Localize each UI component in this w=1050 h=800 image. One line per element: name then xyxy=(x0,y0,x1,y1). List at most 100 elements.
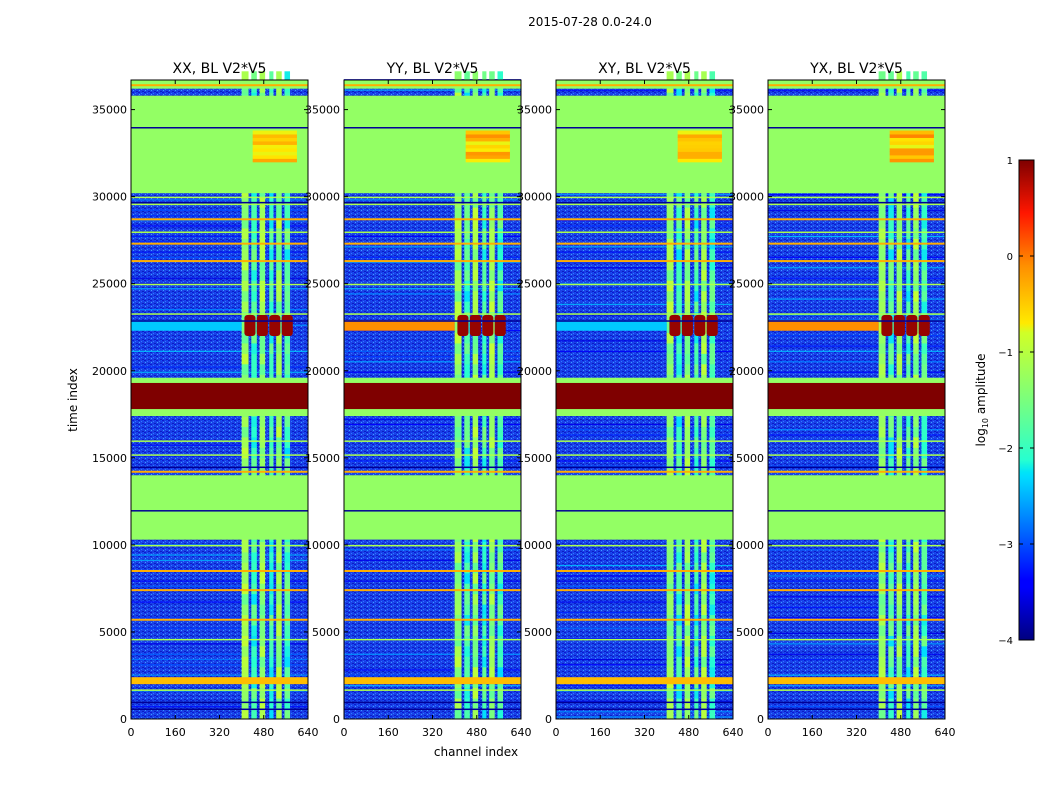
heatmap-cell xyxy=(284,269,291,281)
heatmap-cell xyxy=(768,194,945,196)
heatmap-cell xyxy=(701,227,707,239)
x-tick-label: 640 xyxy=(298,726,319,739)
heatmap-cell xyxy=(344,618,521,621)
heatmap-cell xyxy=(556,423,733,426)
heatmap-cell xyxy=(251,248,257,260)
heatmap-cell xyxy=(694,645,699,657)
heatmap-cell xyxy=(666,698,674,710)
heatmap-cell xyxy=(921,583,928,595)
heatmap-cell xyxy=(878,71,886,83)
heatmap-cell xyxy=(684,426,691,438)
panel-yy: YY, BL V2*V5 0 160 320 480 640 0 5000 10000 15000… xyxy=(305,61,532,739)
heatmap-cell xyxy=(454,280,462,292)
heatmap-cell xyxy=(464,217,470,229)
heatmap-cell xyxy=(131,84,308,87)
heatmap-cell xyxy=(259,687,266,699)
heatmap-cell xyxy=(489,447,495,459)
heatmap-cell xyxy=(344,371,521,373)
heatmap-cell xyxy=(709,562,716,574)
panels-group: XX, BL V2*V5 0 160 320 480 640 0 5000 10000 15000… xyxy=(92,61,956,739)
y-tick-label: 30000 xyxy=(92,191,127,204)
heatmap-cell xyxy=(556,575,733,577)
heatmap-cell xyxy=(878,645,886,657)
heatmap-cell xyxy=(482,645,487,657)
heatmap-cell xyxy=(251,71,257,83)
heatmap-cell xyxy=(269,698,274,710)
heatmap-cell xyxy=(666,269,674,281)
heatmap-cell xyxy=(251,227,257,239)
heatmap-cell xyxy=(241,217,249,229)
heatmap-cell xyxy=(284,207,291,219)
heatmap-cell xyxy=(913,217,919,229)
heatmap-cell xyxy=(768,606,945,608)
heatmap-cell xyxy=(768,235,945,238)
heatmap-cell xyxy=(906,604,911,616)
heatmap-cell xyxy=(131,510,308,512)
heatmap-cell xyxy=(709,301,716,313)
heatmap-cell xyxy=(701,416,707,427)
heatmap-cell xyxy=(676,227,682,239)
heatmap-cell xyxy=(768,470,945,473)
heatmap-cell xyxy=(465,130,510,135)
heatmap-cell xyxy=(131,559,308,561)
heatmap-cell xyxy=(276,708,282,720)
heatmap-cell xyxy=(676,416,682,427)
heatmap-cell xyxy=(464,562,470,574)
heatmap-cell xyxy=(269,468,274,480)
heatmap-cell xyxy=(276,447,282,459)
heatmap-cell xyxy=(464,541,470,553)
heatmap-cell xyxy=(344,454,521,456)
heatmap-cell xyxy=(694,315,706,336)
heatmap-cell xyxy=(276,248,282,260)
heatmap-cell xyxy=(888,593,894,605)
heatmap-cell xyxy=(556,460,733,462)
heatmap-cell xyxy=(497,248,504,260)
heatmap-cell xyxy=(878,436,886,448)
heatmap-cell xyxy=(464,248,470,260)
heatmap-cell xyxy=(906,426,911,438)
heatmap-cell xyxy=(666,248,674,260)
heatmap-cell xyxy=(768,218,945,221)
y-tick-label: 35000 xyxy=(92,104,127,117)
heatmap-cell xyxy=(252,151,297,156)
heatmap-cell xyxy=(878,666,886,678)
heatmap-cell xyxy=(131,382,308,410)
heatmap-cell xyxy=(921,447,928,459)
heatmap-cell xyxy=(472,604,479,616)
heatmap-cell xyxy=(906,436,911,448)
heatmap-cell xyxy=(881,315,893,336)
heatmap-cell xyxy=(701,645,707,657)
y-tick-label: 30000 xyxy=(517,191,552,204)
heatmap-cell xyxy=(259,332,266,344)
heatmap-cell xyxy=(906,301,911,313)
heatmap-cell xyxy=(768,465,945,467)
heatmap-cell xyxy=(701,604,707,616)
heatmap-cell xyxy=(482,468,487,480)
heatmap-cell xyxy=(556,218,733,221)
heatmap-cell xyxy=(709,290,716,302)
heatmap-cell xyxy=(684,363,691,375)
heatmap-cell xyxy=(676,468,682,480)
heatmap-cell xyxy=(906,416,911,427)
heatmap-cell xyxy=(878,635,886,647)
heatmap-cell xyxy=(556,220,733,222)
heatmap-cell xyxy=(284,363,291,375)
heatmap-cell xyxy=(676,353,682,365)
heatmap-cell xyxy=(344,570,521,573)
y-tick-label: 30000 xyxy=(305,191,340,204)
heatmap-cell xyxy=(472,71,479,83)
heatmap-cell xyxy=(556,261,733,264)
heatmap-cell xyxy=(497,457,504,469)
heatmap-cell xyxy=(489,436,495,448)
heatmap-cell xyxy=(888,436,894,448)
heatmap-cell xyxy=(666,290,674,302)
heatmap-cell xyxy=(464,447,470,459)
heatmap-cell xyxy=(497,572,504,584)
heatmap-cell xyxy=(131,454,308,456)
heatmap-cell xyxy=(666,227,674,239)
heatmap-cell xyxy=(241,207,249,219)
heatmap-cell xyxy=(276,332,282,344)
heatmap-cell xyxy=(906,698,911,710)
heatmap-cell xyxy=(251,562,257,574)
heatmap-cell xyxy=(556,589,733,592)
